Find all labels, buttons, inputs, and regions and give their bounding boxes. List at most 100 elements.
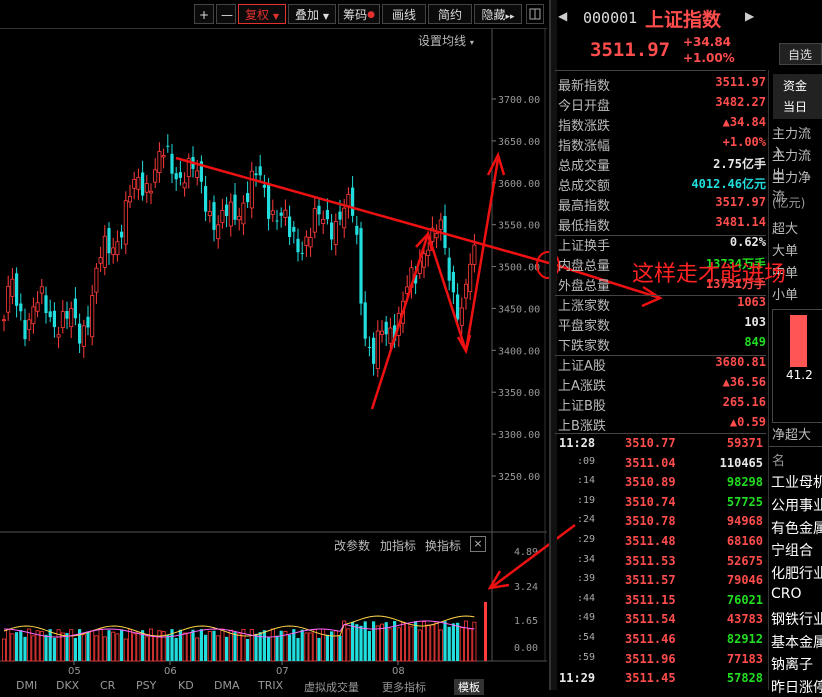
candle-body <box>430 227 435 242</box>
volume-bar <box>225 636 229 661</box>
price-tick-label: 3450.00 <box>498 304 540 315</box>
prev-stock-icon[interactable]: ◀ <box>558 9 568 23</box>
stat-label: 总成交量 <box>558 159 611 174</box>
volume-bar <box>249 628 254 662</box>
fund-tab[interactable]: 资金 当日 <box>773 74 822 119</box>
kline-svg: 3700.00 3650.00 3600.00 3550.00 3500.00 3450.… <box>0 29 663 677</box>
candle-body <box>237 215 242 221</box>
stat-value: 3517.97 <box>715 195 766 209</box>
stat-value: ▲0.59 <box>729 415 766 429</box>
candle-body <box>27 319 32 331</box>
indicator-tab[interactable]: DMA <box>214 679 240 692</box>
candle-body <box>199 161 203 182</box>
sector-item[interactable]: 公用事业 <box>771 497 822 514</box>
volume-tick-label: 1.65 <box>514 616 538 627</box>
price-tick-label: 3300.00 <box>498 430 540 441</box>
volume-bar <box>212 630 216 661</box>
zoom-out-button[interactable]: — <box>216 4 236 24</box>
ma-settings-button[interactable]: 设置均线 ▾ <box>418 32 474 49</box>
indicator-tab[interactable]: KD <box>178 679 194 692</box>
volume-bar <box>27 628 32 662</box>
volume-arrow-annotation <box>491 523 576 589</box>
fuquan-dropdown[interactable]: 复权 ▼ <box>238 4 286 24</box>
sector-item[interactable]: 宁组合 <box>771 543 813 560</box>
volume-bar <box>372 621 376 661</box>
stat-row: 最高指数 3517.97 <box>556 195 766 215</box>
volume-tick-label: 0.00 <box>514 643 538 654</box>
sector-item[interactable]: 有色金属 <box>771 520 822 537</box>
sector-item[interactable]: 昨日涨停 <box>771 680 822 697</box>
yincang-button[interactable]: 隐藏▸▸ <box>474 4 522 24</box>
swap-indicator-button[interactable]: 换指标 <box>425 539 462 553</box>
volume-bar <box>426 624 431 662</box>
volume-bar <box>191 629 195 661</box>
price-tick-label: 3400.00 <box>498 346 540 357</box>
indicator-tab[interactable]: DKX <box>56 679 80 692</box>
fuquan-label: 复权 <box>245 8 270 22</box>
tick-volume: 57725 <box>726 494 763 509</box>
volume-bar <box>342 620 347 662</box>
jianyue-button[interactable]: 简约 <box>428 4 472 24</box>
kline-chart-area[interactable]: 设置均线 ▾ 3700.00 3650.00 3600.00 3550.00 3500.… <box>0 29 663 690</box>
sector-item[interactable]: 钢铁行业 <box>771 611 822 628</box>
stat-value: 849 <box>744 335 766 349</box>
volume-bar <box>144 636 149 662</box>
volume-bar <box>170 629 174 661</box>
tick-volume: 110465 <box>719 455 763 470</box>
huaxian-button[interactable]: 画线 <box>382 4 426 24</box>
panel-scrollbar[interactable] <box>551 0 557 690</box>
volume-bar <box>292 629 296 661</box>
indicator-tab[interactable]: CR <box>100 679 116 692</box>
tick-price: 3511.45 <box>625 671 676 686</box>
extension-annotation <box>555 263 661 300</box>
stat-row: 上B涨跌 ▲0.59 <box>556 415 766 435</box>
candle-body <box>351 187 355 216</box>
sector-item[interactable]: 工业母机 <box>771 475 822 491</box>
candle-body <box>69 308 74 327</box>
candle-body <box>120 231 124 238</box>
stat-value: +1.00% <box>722 135 766 149</box>
candle-body <box>132 179 137 189</box>
candle-body <box>207 211 212 216</box>
panel-toggle-button[interactable] <box>526 4 544 24</box>
chouma-button[interactable]: 筹码● <box>338 4 380 24</box>
chouma-label: 筹码 <box>343 8 368 22</box>
add-favorite-button[interactable]: 自选 <box>779 43 822 65</box>
indicator-tab[interactable]: PSY <box>136 679 157 692</box>
tick-volume: 77183 <box>726 651 763 666</box>
tick-row: :34 3511.53 52675 <box>555 554 765 574</box>
sector-item[interactable]: 化肥行业 <box>771 566 822 583</box>
indicator-tab[interactable]: TRIX <box>258 679 284 692</box>
stat-label: 上B涨跌 <box>558 419 606 434</box>
close-indicator-button[interactable]: × <box>470 536 486 552</box>
next-stock-icon[interactable]: ▶ <box>745 9 755 23</box>
indicator-tab[interactable]: 更多指标 <box>382 681 426 694</box>
volume-bar <box>359 625 363 661</box>
volume-bar <box>123 638 128 662</box>
tick-row: :59 3511.96 77183 <box>555 652 765 672</box>
indicator-tab[interactable]: 虚拟成交量 <box>304 681 359 694</box>
sector-item[interactable]: 基本金属 <box>771 634 822 651</box>
change-params-button[interactable]: 改参数 <box>334 539 371 553</box>
candle-body <box>60 311 65 329</box>
volume-bar <box>31 635 36 662</box>
add-indicator-button[interactable]: 加指标 <box>380 539 417 553</box>
candle-body <box>102 235 107 268</box>
candle-body <box>468 263 473 293</box>
stat-value: 1063 <box>737 295 766 309</box>
diejia-dropdown[interactable]: 叠加 ▼ <box>288 4 336 24</box>
sector-item[interactable]: 钠离子 <box>771 657 813 674</box>
tick-price: 3510.74 <box>625 494 676 509</box>
candle-body <box>10 278 15 297</box>
candle-body <box>363 302 367 339</box>
zoom-in-button[interactable]: + <box>194 4 214 24</box>
candle-body <box>338 211 342 220</box>
indicator-tab[interactable]: 模板 <box>454 679 484 695</box>
indicator-tab[interactable]: DMI <box>16 679 38 692</box>
volume-bar <box>102 636 107 662</box>
sector-item[interactable]: CRO <box>771 586 802 602</box>
volume-bar <box>421 621 426 662</box>
candle-body <box>115 241 120 256</box>
volume-bar <box>258 632 262 661</box>
candle-body <box>463 283 468 299</box>
